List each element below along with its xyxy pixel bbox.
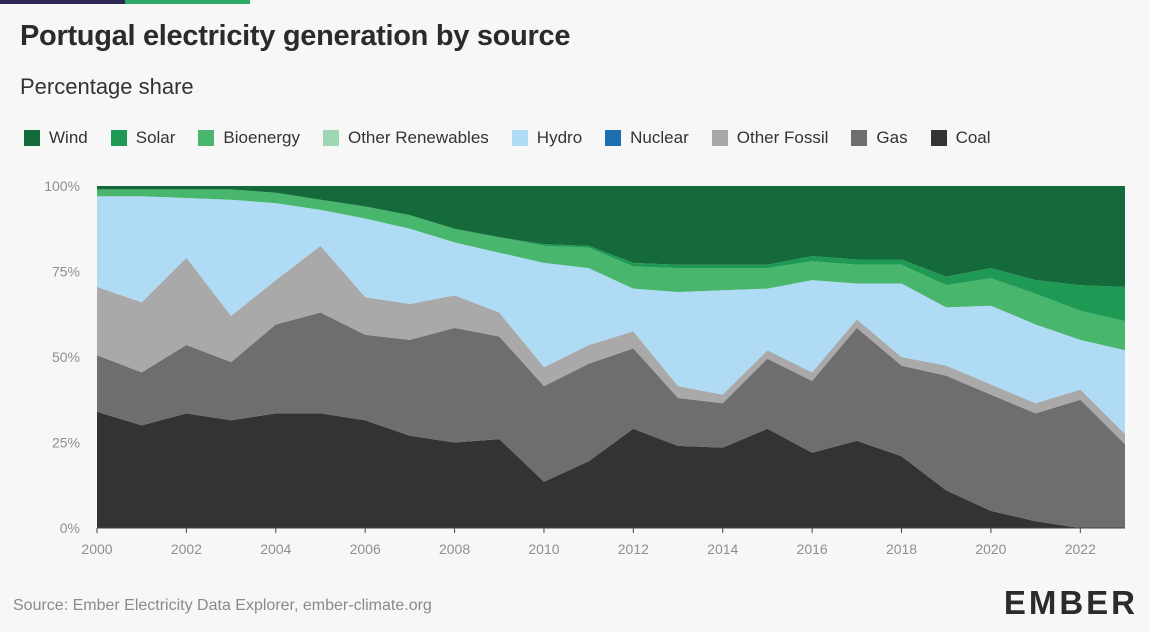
x-tick-label: 2012 bbox=[618, 541, 649, 557]
legend-swatch-nuclear bbox=[605, 130, 622, 146]
top-accent-segment-dark bbox=[0, 0, 125, 4]
legend-swatch-hydro bbox=[511, 130, 528, 146]
top-accent-segment-green bbox=[125, 0, 250, 4]
area-other-fossil bbox=[97, 245, 1125, 445]
chart-legend: Wind Solar Bioenergy Other Renewables Hydro N… bbox=[24, 128, 1014, 148]
x-tick-label: 2010 bbox=[528, 541, 559, 557]
y-tick-label: 0% bbox=[60, 520, 80, 536]
legend-label-gas: Gas bbox=[876, 128, 908, 147]
x-tick-label: 2008 bbox=[439, 541, 470, 557]
legend-label-other-fossil: Other Fossil bbox=[736, 128, 829, 147]
area-hydro bbox=[97, 196, 1125, 434]
legend-item-bioenergy: Bioenergy bbox=[198, 128, 300, 148]
x-tick-label: 2018 bbox=[886, 541, 917, 557]
legend-item-solar: Solar bbox=[110, 128, 176, 148]
legend-swatch-solar bbox=[110, 130, 127, 146]
legend-item-other-fossil: Other Fossil bbox=[711, 128, 829, 148]
x-tick-label: 2022 bbox=[1065, 541, 1096, 557]
legend-label-nuclear: Nuclear bbox=[630, 128, 689, 147]
x-tick-label: 2020 bbox=[975, 541, 1006, 557]
legend-item-other-renewables: Other Renewables bbox=[322, 128, 489, 148]
legend-label-coal: Coal bbox=[955, 128, 991, 147]
top-accent-bar bbox=[0, 0, 250, 4]
stacked-area-chart: 0% 25% 50% 75% 100% 2000 2002 2004 2006 2008 2010 2… bbox=[44, 178, 1125, 557]
legend-label-bioenergy: Bioenergy bbox=[223, 128, 300, 147]
legend-swatch-other-fossil bbox=[711, 130, 728, 146]
area-gas bbox=[97, 312, 1125, 528]
y-tick-label: 25% bbox=[52, 435, 80, 451]
legend-item-nuclear: Nuclear bbox=[605, 128, 689, 148]
y-tick-label: 75% bbox=[52, 264, 80, 280]
x-tick-label: 2016 bbox=[797, 541, 828, 557]
legend-swatch-wind bbox=[24, 130, 40, 146]
chart-subtitle: Percentage share bbox=[20, 74, 194, 99]
legend-item-wind: Wind bbox=[24, 128, 88, 148]
y-tick-label: 100% bbox=[44, 178, 80, 194]
area-solar bbox=[97, 189, 1125, 322]
source-note: Source: Ember Electricity Data Explorer,… bbox=[13, 597, 432, 614]
area-wind bbox=[97, 186, 1125, 287]
legend-swatch-other-renewables bbox=[322, 130, 339, 146]
legend-label-wind: Wind bbox=[49, 128, 88, 147]
legend-swatch-bioenergy bbox=[198, 130, 215, 146]
area-bioenergy bbox=[97, 189, 1125, 351]
ember-logo: EMBER bbox=[1003, 584, 1138, 621]
legend-item-coal: Coal bbox=[930, 128, 991, 148]
x-tick-label: 2002 bbox=[171, 541, 202, 557]
legend-item-hydro: Hydro bbox=[511, 128, 583, 148]
x-tick-label: 2000 bbox=[81, 541, 112, 557]
x-tick-label: 2004 bbox=[260, 541, 291, 557]
chart-title: Portugal electricity generation by sourc… bbox=[20, 20, 571, 52]
x-tick-label: 2006 bbox=[350, 541, 381, 557]
legend-item-gas: Gas bbox=[851, 128, 908, 148]
y-tick-label: 50% bbox=[52, 349, 80, 365]
legend-label-hydro: Hydro bbox=[536, 128, 583, 147]
legend-swatch-coal bbox=[930, 130, 947, 146]
area-coal bbox=[97, 411, 1125, 528]
legend-swatch-gas bbox=[851, 130, 868, 146]
x-tick-label: 2014 bbox=[707, 541, 738, 557]
legend-label-other-renewables: Other Renewables bbox=[347, 128, 489, 147]
legend-label-solar: Solar bbox=[135, 128, 176, 147]
